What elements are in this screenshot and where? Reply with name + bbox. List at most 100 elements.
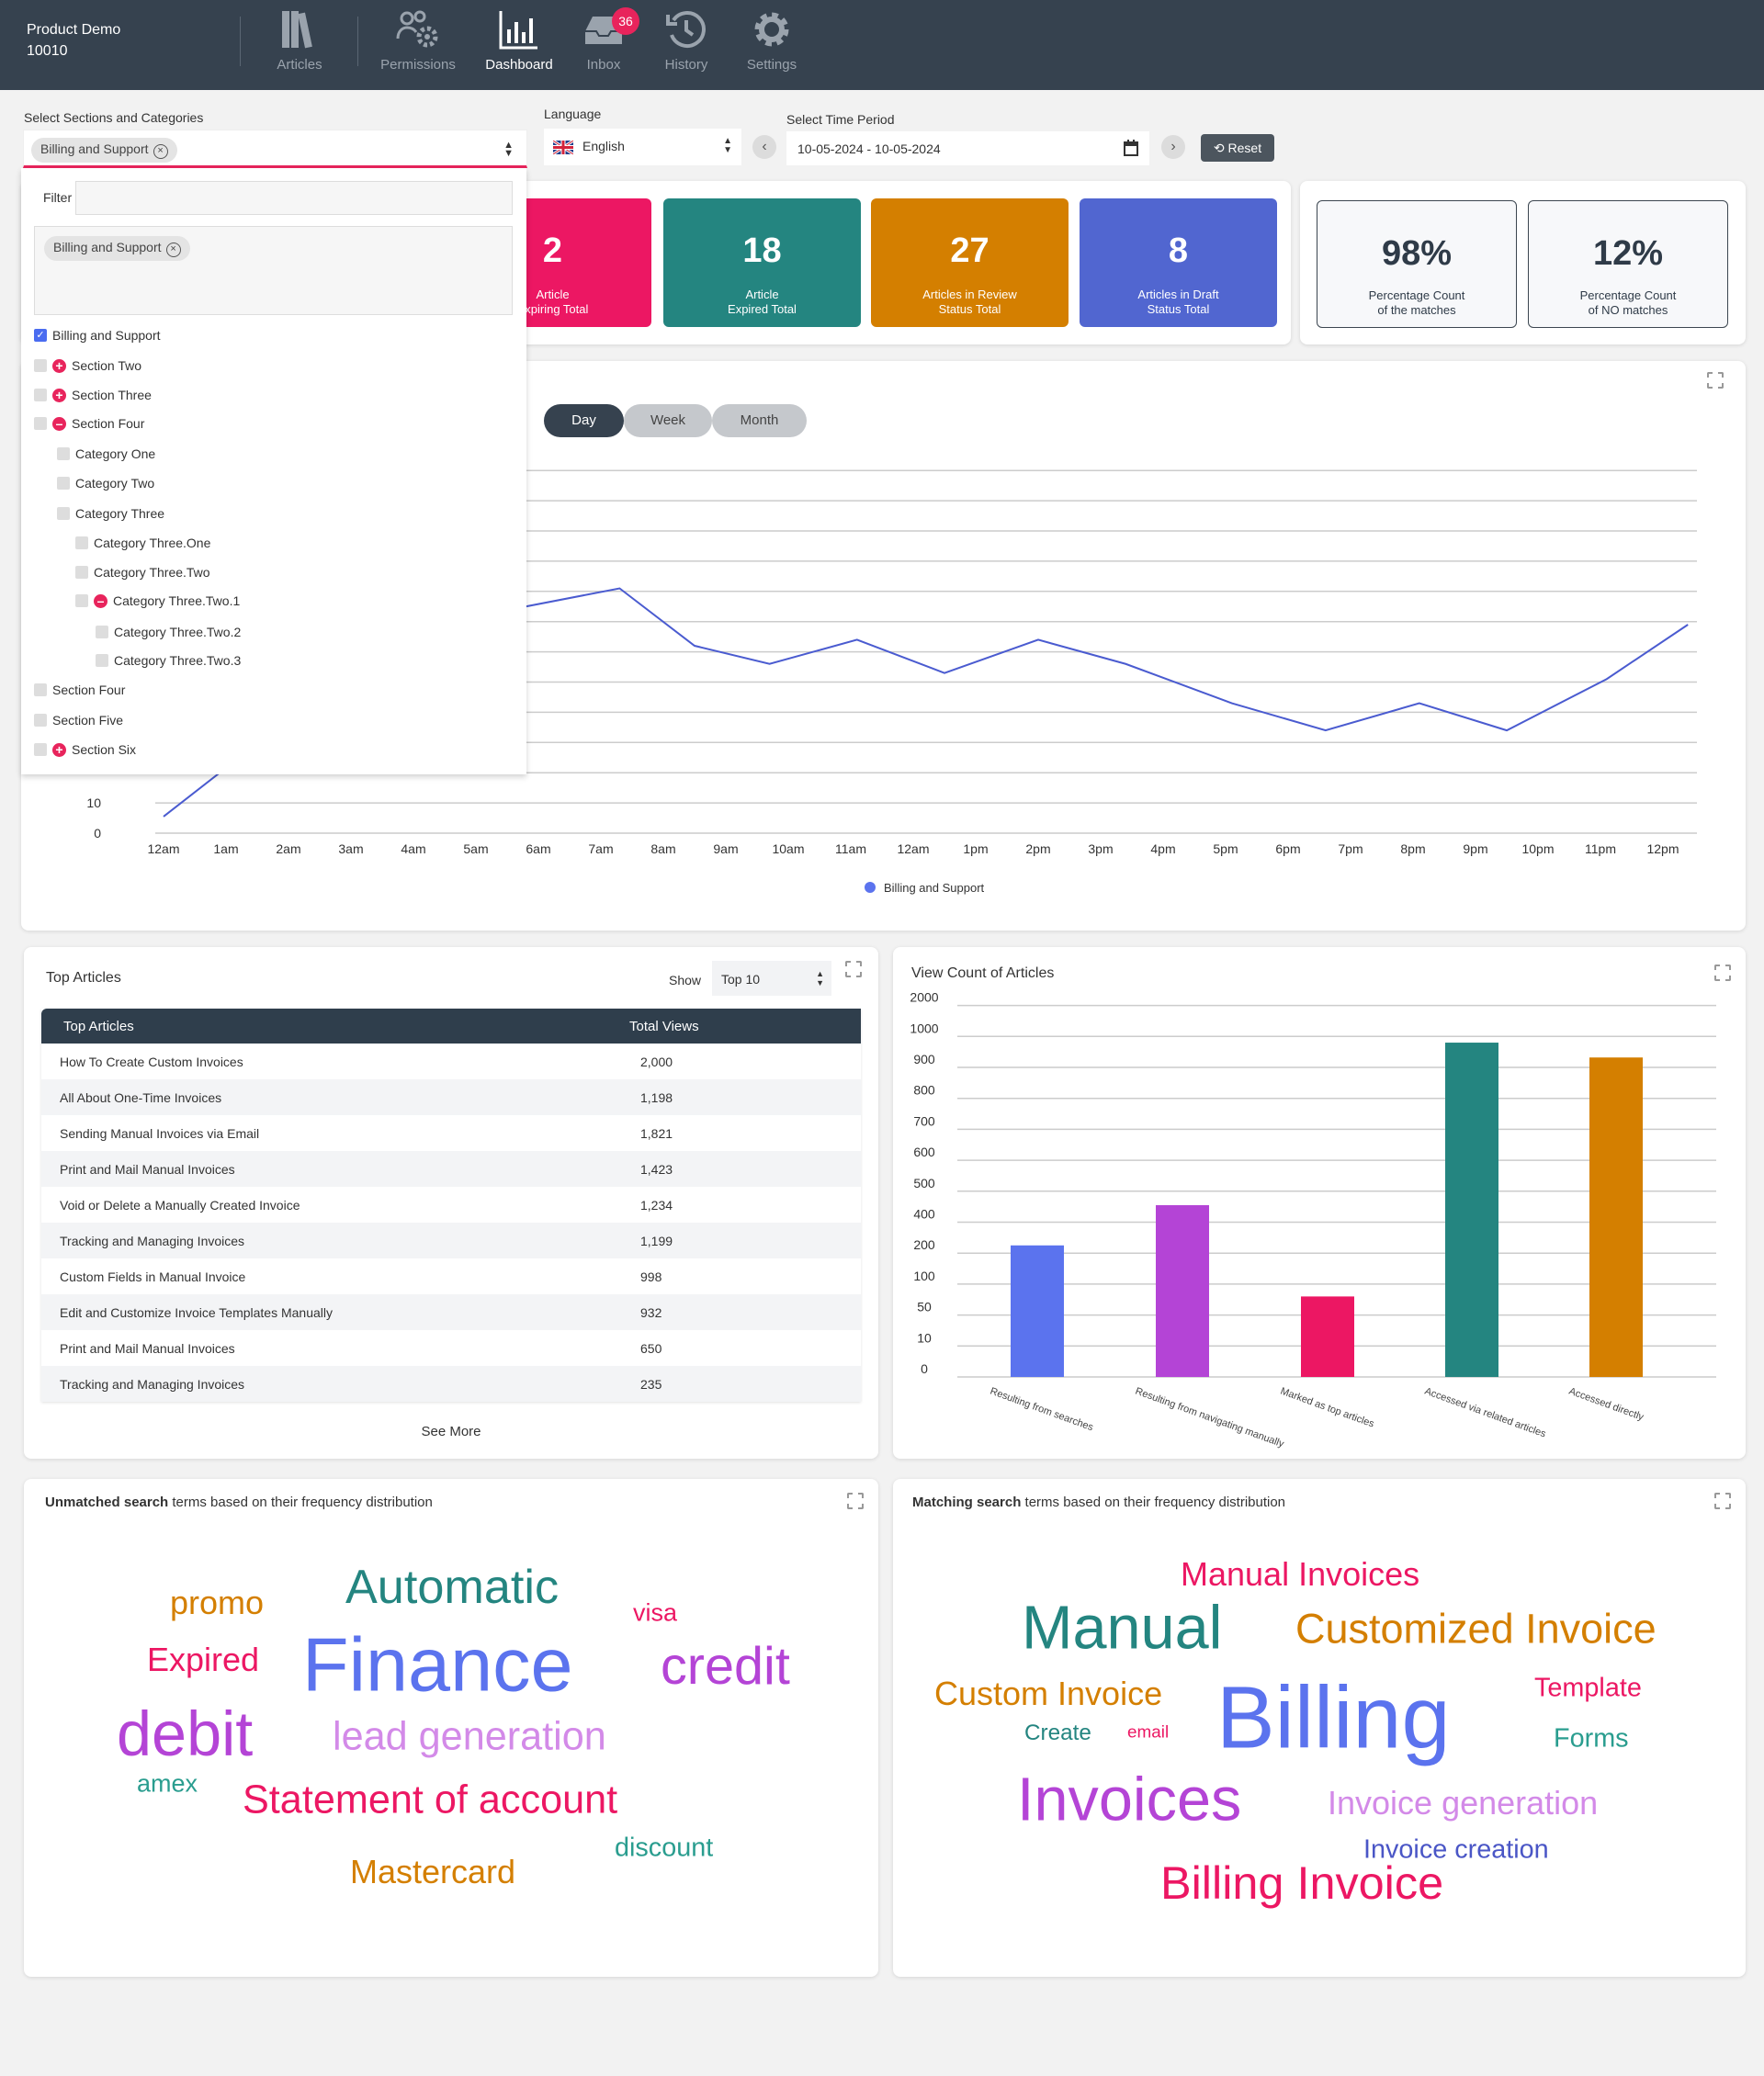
cloud-word[interactable]: Mastercard	[350, 1853, 516, 1890]
bar[interactable]	[1589, 1057, 1643, 1377]
cloud-word[interactable]: Automatic	[345, 1560, 560, 1614]
nav-articles[interactable]: Articles	[258, 7, 341, 73]
cloud-word[interactable]: Billing Invoice	[1160, 1856, 1444, 1909]
see-more-link[interactable]: See More	[421, 1424, 481, 1439]
tree-item[interactable]: – Category Three.Two.1	[75, 590, 240, 612]
checkbox[interactable]	[57, 447, 70, 460]
table-row[interactable]: Tracking and Managing Invoices 235	[41, 1366, 861, 1402]
cloud-word[interactable]: Create	[1024, 1720, 1091, 1745]
date-range-input[interactable]: 10-05-2024 - 10-05-2024	[786, 131, 1149, 165]
cloud-word[interactable]: discount	[615, 1833, 714, 1863]
tree-item[interactable]: + Section Six	[34, 739, 136, 761]
cloud-word[interactable]: Billing	[1216, 1669, 1451, 1767]
table-row[interactable]: Custom Fields in Manual Invoice 998	[41, 1258, 861, 1294]
checkbox[interactable]	[34, 389, 47, 401]
cloud-word[interactable]: Finance	[302, 1621, 573, 1708]
tree-item[interactable]: Category Three.One	[75, 532, 210, 554]
tree-item[interactable]: Category One	[57, 443, 155, 465]
cloud-word[interactable]: amex	[137, 1769, 198, 1798]
checkbox[interactable]	[96, 654, 108, 667]
next-period-button[interactable]: ›	[1161, 135, 1185, 159]
sections-select[interactable]: Billing and Support × ▲ ▼	[23, 130, 527, 168]
stat-tile[interactable]: 18 Article Expired Total	[663, 198, 861, 327]
tree-item[interactable]: Category Two	[57, 472, 154, 494]
tree-item[interactable]: – Section Four	[34, 412, 144, 434]
cloud-word[interactable]: Invoice generation	[1328, 1784, 1599, 1822]
cloud-word[interactable]: Custom Invoice	[934, 1675, 1163, 1712]
table-row[interactable]: Sending Manual Invoices via Email 1,821	[41, 1115, 861, 1151]
checkbox[interactable]	[75, 594, 88, 607]
checkbox[interactable]	[57, 477, 70, 490]
table-row[interactable]: All About One-Time Invoices 1,198	[41, 1079, 861, 1115]
tree-item[interactable]: ✓ Billing and Support	[34, 324, 161, 346]
period-week-button[interactable]: Week	[624, 404, 712, 437]
tree-item[interactable]: + Section Two	[34, 355, 141, 377]
cloud-word[interactable]: Forms	[1554, 1723, 1629, 1754]
stat-tile[interactable]: 8 Articles in Draft Status Total	[1080, 198, 1277, 327]
stat-tile[interactable]: 27 Articles in Review Status Total	[871, 198, 1069, 327]
cloud-word[interactable]: Expired	[147, 1641, 260, 1678]
cloud-word[interactable]: Manual Invoices	[1181, 1555, 1420, 1593]
cloud-word[interactable]: debit	[117, 1698, 254, 1769]
tree-item[interactable]: Category Three.Two	[75, 561, 210, 583]
collapse-minus-icon[interactable]: –	[52, 416, 66, 431]
period-day-button[interactable]: Day	[544, 404, 624, 437]
table-row[interactable]: Print and Mail Manual Invoices 650	[41, 1330, 861, 1366]
table-row[interactable]: Void or Delete a Manually Created Invoic…	[41, 1187, 861, 1223]
nav-dashboard[interactable]: Dashboard	[478, 7, 560, 73]
cloud-word[interactable]: lead generation	[333, 1714, 606, 1759]
checkbox[interactable]	[34, 683, 47, 696]
previous-period-button[interactable]: ‹	[752, 135, 776, 159]
checkbox-checked[interactable]: ✓	[34, 329, 47, 342]
filter-input[interactable]	[75, 181, 513, 215]
bar[interactable]	[1156, 1204, 1209, 1377]
period-month-button[interactable]: Month	[712, 404, 807, 437]
checkbox[interactable]	[34, 714, 47, 727]
calendar-icon[interactable]	[1124, 140, 1138, 156]
checkbox[interactable]	[34, 417, 47, 430]
expand-icon[interactable]	[847, 1493, 864, 1509]
remove-chip-icon[interactable]: ×	[153, 144, 168, 159]
nav-inbox[interactable]: 36 Inbox	[562, 7, 645, 73]
expand-icon[interactable]	[1707, 372, 1724, 389]
nav-history[interactable]: History	[645, 7, 728, 73]
checkbox[interactable]	[75, 566, 88, 579]
checkbox[interactable]	[34, 359, 47, 372]
reset-button[interactable]: ⟲ Reset	[1201, 134, 1274, 162]
expand-plus-icon[interactable]: +	[52, 742, 66, 757]
tree-item[interactable]: Category Three	[57, 502, 164, 525]
show-count-select[interactable]: Top 10 ▲ ▼	[712, 961, 831, 996]
tree-item[interactable]: Section Four	[34, 679, 125, 701]
remove-chip-icon[interactable]: ×	[165, 243, 181, 257]
expand-plus-icon[interactable]: +	[52, 388, 66, 402]
cloud-word[interactable]: promo	[170, 1584, 265, 1621]
cloud-word[interactable]: Invoice creation	[1363, 1834, 1549, 1865]
collapse-minus-icon[interactable]: –	[94, 593, 107, 608]
tree-item[interactable]: Category Three.Two.3	[96, 649, 241, 671]
checkbox[interactable]	[75, 536, 88, 549]
cloud-word[interactable]: visa	[633, 1598, 678, 1627]
table-row[interactable]: Tracking and Managing Invoices 1,199	[41, 1223, 861, 1258]
expand-plus-icon[interactable]: +	[52, 358, 66, 373]
nav-settings[interactable]: Settings	[730, 7, 813, 73]
table-row[interactable]: Edit and Customize Invoice Templates Man…	[41, 1294, 861, 1330]
nav-permissions[interactable]: Permissions	[377, 7, 459, 73]
expand-icon[interactable]	[1714, 965, 1731, 981]
bar[interactable]	[1445, 1043, 1498, 1377]
cloud-word[interactable]: Statement of account	[243, 1777, 618, 1822]
cloud-word[interactable]: email	[1127, 1722, 1170, 1743]
cloud-word[interactable]: Invoices	[1017, 1766, 1242, 1834]
cloud-word[interactable]: Customized Invoice	[1295, 1605, 1657, 1653]
cloud-word[interactable]: Template	[1534, 1673, 1642, 1703]
table-row[interactable]: How To Create Custom Invoices 2,000	[41, 1044, 861, 1079]
checkbox[interactable]	[34, 743, 47, 756]
tree-item[interactable]: Section Five	[34, 709, 123, 731]
language-select[interactable]: English ▲ ▼	[544, 129, 741, 165]
cloud-word[interactable]: Manual	[1022, 1594, 1223, 1663]
checkbox[interactable]	[96, 626, 108, 638]
expand-icon[interactable]	[1714, 1493, 1731, 1509]
cloud-word[interactable]: credit	[661, 1637, 790, 1697]
table-row[interactable]: Print and Mail Manual Invoices 1,423	[41, 1151, 861, 1187]
bar[interactable]	[1301, 1296, 1354, 1377]
bar[interactable]	[1011, 1245, 1064, 1377]
